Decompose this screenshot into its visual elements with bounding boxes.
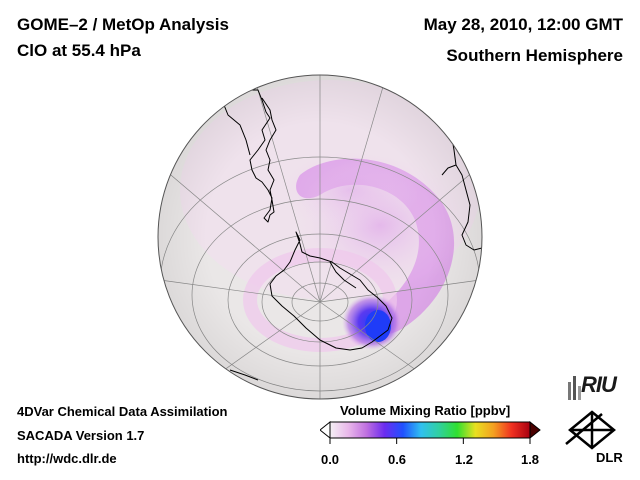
date-label: May 28, 2010, 12:00 GMT xyxy=(423,15,623,34)
colorbar-over-arrow xyxy=(529,420,541,440)
colorbar-tick-label: 1.8 xyxy=(520,452,540,467)
colorbar xyxy=(320,420,541,444)
method-label: 4DVar Chemical Data Assimilation xyxy=(17,404,228,419)
dlr-logo-text: DLR xyxy=(596,450,623,465)
dlr-logo-icon xyxy=(565,410,616,450)
riu-logo-text: RIU xyxy=(581,372,617,397)
colorbar-gradient xyxy=(329,421,531,439)
colorbar-tick-label: 1.2 xyxy=(454,452,474,467)
colorbar-tick-label: 0.0 xyxy=(320,452,340,467)
colorbar-ticks xyxy=(329,438,531,444)
colorbar-under-arrow xyxy=(320,420,331,440)
riu-logo-icon xyxy=(568,376,581,400)
hemisphere-label: Southern Hemisphere xyxy=(446,46,623,65)
version-label: SACADA Version 1.7 xyxy=(17,428,145,443)
colorbar-title: Volume Mixing Ratio [ppbv] xyxy=(340,403,511,418)
analysis-title: GOME–2 / MetOp Analysis xyxy=(17,15,229,34)
website-link[interactable]: http://wdc.dlr.de xyxy=(17,451,117,466)
colorbar-tick-label: 0.6 xyxy=(387,452,407,467)
species-level-label: ClO at 55.4 hPa xyxy=(17,41,141,60)
